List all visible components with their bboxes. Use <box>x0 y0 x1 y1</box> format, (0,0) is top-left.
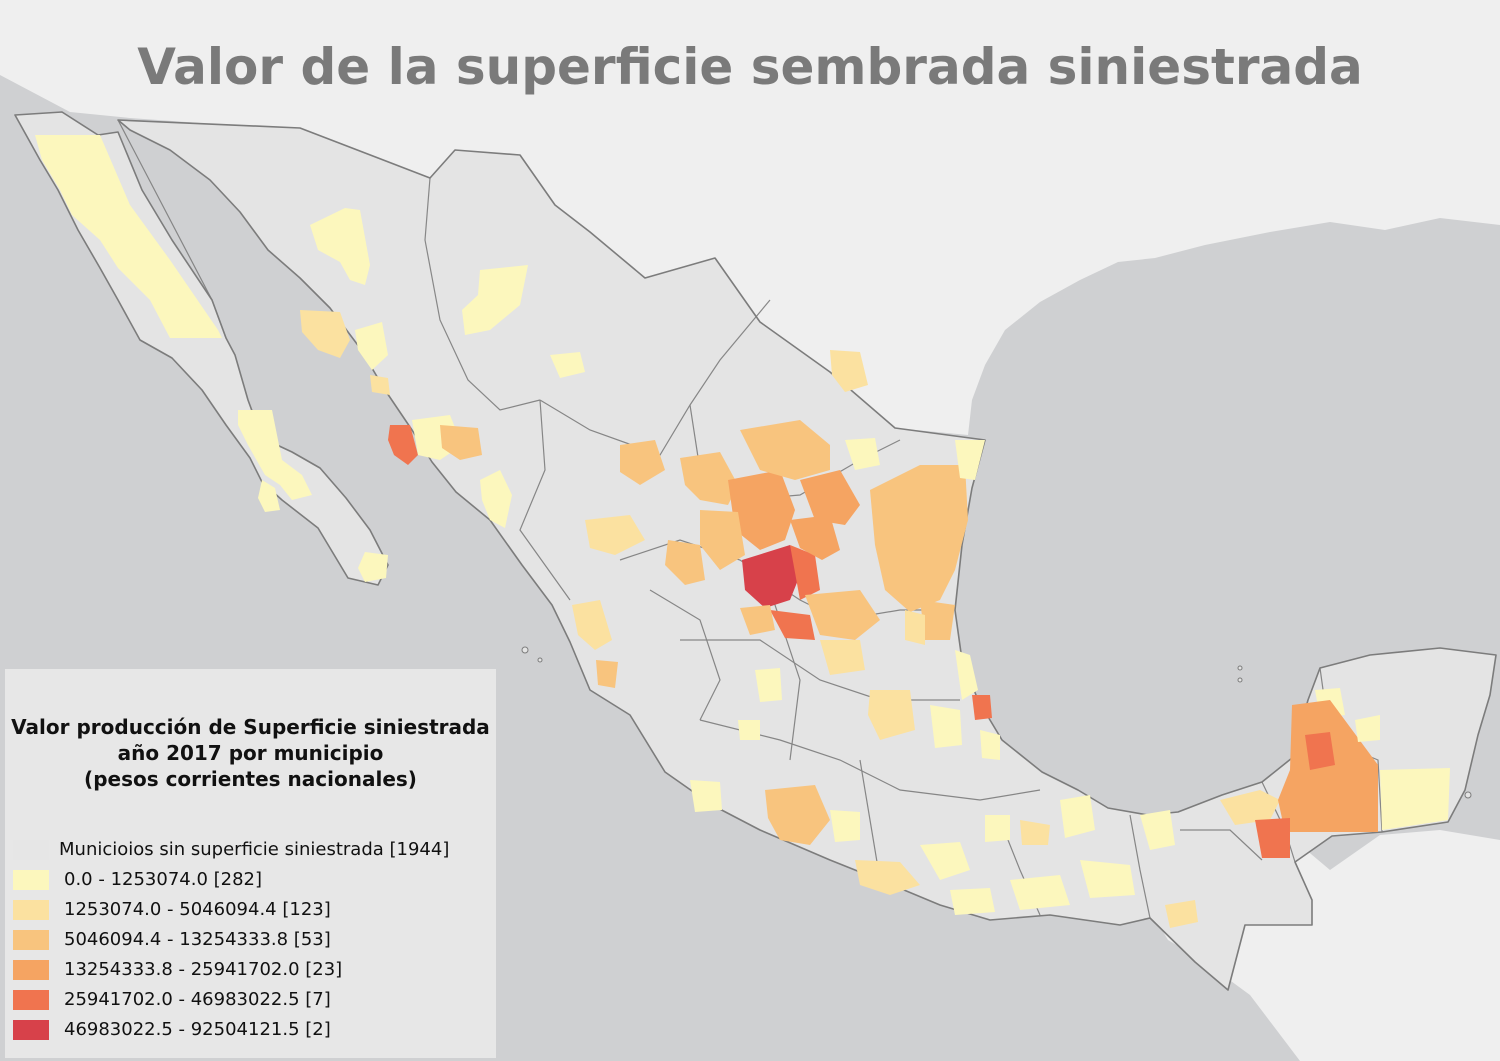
legend-item: 5046094.4 - 13254333.8 [53] <box>13 929 493 951</box>
islands <box>521 646 1472 799</box>
united-states-land <box>0 0 1500 435</box>
legend-item: 0.0 - 1253074.0 [282] <box>13 869 493 891</box>
legend-item: Municioios sin superficie siniestrada [1… <box>13 839 493 861</box>
legend-swatch <box>13 870 49 890</box>
legend-label: 13254333.8 - 25941702.0 [23] <box>64 959 343 980</box>
legend-swatch <box>13 840 49 860</box>
legend-title-line: Valor producción de Superficie siniestra… <box>11 715 490 739</box>
legend-title-line: año 2017 por municipio <box>117 741 384 765</box>
legend-item: 1253074.0 - 5046094.4 [123] <box>13 899 493 921</box>
legend-item: 25941702.0 - 46983022.5 [7] <box>13 989 493 1011</box>
legend-label: 1253074.0 - 5046094.4 [123] <box>64 899 331 920</box>
legend-item: 46983022.5 - 92504121.5 [2] <box>13 1019 493 1041</box>
legend-swatch <box>13 1020 49 1040</box>
legend-swatch <box>13 930 49 950</box>
legend-swatch <box>13 900 49 920</box>
map-title: Valor de la superficie sembrada siniestr… <box>137 38 1363 96</box>
legend-label: 46983022.5 - 92504121.5 [2] <box>64 1019 331 1040</box>
legend-item: 13254333.8 - 25941702.0 [23] <box>13 959 493 981</box>
legend-label: Municioios sin superficie siniestrada [1… <box>59 839 450 860</box>
legend-title-line: (pesos corrientes nacionales) <box>84 767 417 791</box>
choropleth-municipios <box>35 135 1450 928</box>
legend-title: Valor producción de Superficie siniestra… <box>5 714 496 792</box>
map-legend: Valor producción de Superficie siniestra… <box>5 669 496 1058</box>
legend-swatch <box>13 990 49 1010</box>
legend-swatch <box>13 960 49 980</box>
legend-label: 0.0 - 1253074.0 [282] <box>64 869 263 890</box>
legend-label: 25941702.0 - 46983022.5 [7] <box>64 989 331 1010</box>
legend-label: 5046094.4 - 13254333.8 [53] <box>64 929 331 950</box>
